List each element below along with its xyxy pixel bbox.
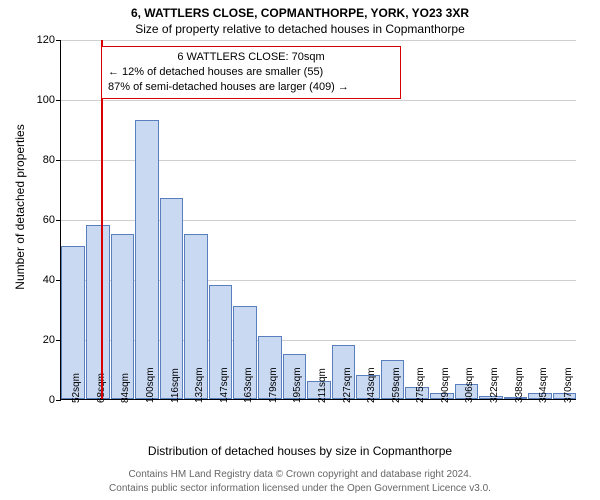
x-tick-label: 195sqm: [292, 367, 303, 403]
annotation-line: 6 WATTLERS CLOSE: 70sqm: [108, 50, 394, 65]
y-tick-mark: [56, 340, 61, 341]
x-tick-label: 84sqm: [120, 373, 131, 403]
x-tick-label: 179sqm: [268, 367, 279, 403]
annotation-line: 87% of semi-detached houses are larger (…: [108, 80, 394, 95]
x-tick-label: 290sqm: [440, 367, 451, 403]
y-tick-mark: [56, 400, 61, 401]
x-tick-label: 211sqm: [317, 368, 328, 403]
y-tick-label: 120: [37, 34, 55, 46]
x-axis-label: Distribution of detached houses by size …: [0, 444, 600, 458]
y-tick-label: 80: [43, 154, 55, 166]
x-tick-label: 338sqm: [514, 367, 525, 403]
x-tick-label: 132sqm: [194, 367, 205, 403]
plot-area: 02040608010012052sqm68sqm84sqm100sqm116s…: [60, 40, 576, 400]
y-tick-label: 20: [43, 334, 55, 346]
y-tick-label: 40: [43, 274, 55, 286]
y-tick-mark: [56, 40, 61, 41]
x-tick-label: 370sqm: [563, 367, 574, 403]
x-tick-label: 243sqm: [366, 367, 377, 403]
x-tick-label: 52sqm: [71, 373, 82, 403]
annotation-line: ← 12% of detached houses are smaller (55…: [108, 65, 394, 80]
y-tick-label: 60: [43, 214, 55, 226]
histogram-bar: [135, 120, 159, 399]
gridline: [61, 40, 576, 41]
gridline: [61, 100, 576, 101]
y-tick-label: 0: [49, 394, 55, 406]
y-tick-mark: [56, 160, 61, 161]
x-tick-label: 275sqm: [415, 367, 426, 403]
x-tick-label: 354sqm: [538, 367, 549, 403]
chart-title-line2: Size of property relative to detached ho…: [0, 22, 600, 36]
attribution-line1: Contains HM Land Registry data © Crown c…: [0, 469, 600, 480]
chart-container: 6, WATTLERS CLOSE, COPMANTHORPE, YORK, Y…: [0, 0, 600, 500]
y-tick-label: 100: [37, 94, 55, 106]
y-tick-mark: [56, 100, 61, 101]
x-tick-label: 163sqm: [243, 367, 254, 403]
attribution-line2: Contains public sector information licen…: [0, 483, 600, 494]
x-tick-label: 306sqm: [464, 367, 475, 403]
x-tick-label: 322sqm: [489, 367, 500, 403]
x-tick-label: 100sqm: [145, 367, 156, 403]
x-tick-label: 227sqm: [342, 367, 353, 403]
y-tick-mark: [56, 280, 61, 281]
annotation-box: 6 WATTLERS CLOSE: 70sqm← 12% of detached…: [101, 46, 401, 99]
y-axis-label: Number of detached properties: [13, 107, 27, 307]
chart-title-line1: 6, WATTLERS CLOSE, COPMANTHORPE, YORK, Y…: [0, 6, 600, 20]
x-tick-label: 147sqm: [219, 367, 230, 403]
y-tick-mark: [56, 220, 61, 221]
x-tick-label: 259sqm: [391, 367, 402, 403]
x-tick-label: 116sqm: [170, 368, 181, 403]
